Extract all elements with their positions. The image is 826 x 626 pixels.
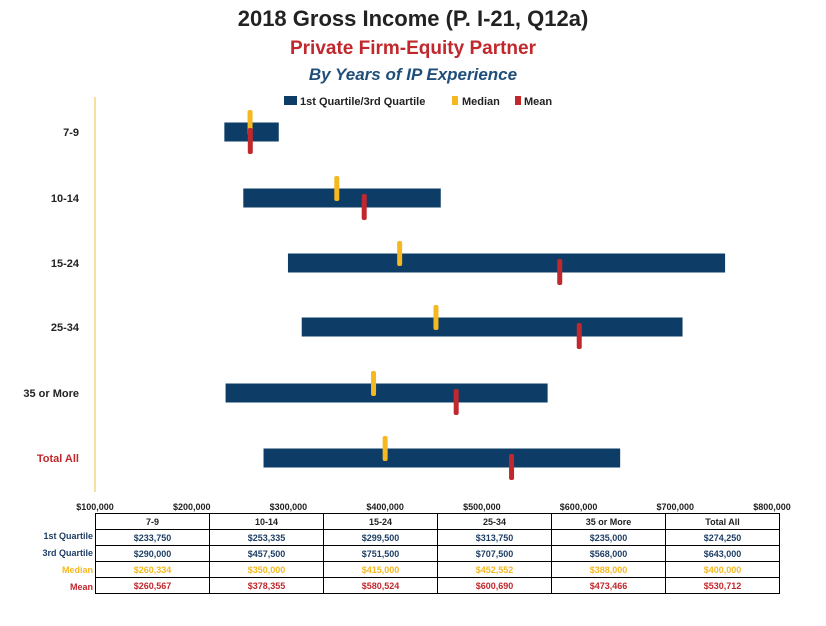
- table-cell: $299,500: [323, 529, 438, 546]
- mean-marker: [247, 128, 253, 154]
- table-row-label: 3rd Quartile: [42, 548, 93, 558]
- table-cell: $473,466: [551, 577, 666, 594]
- x-tick-label: $400,000: [366, 502, 404, 512]
- table-cell: $235,000: [551, 529, 666, 546]
- mean-marker: [557, 259, 563, 285]
- table-cell: $260,567: [95, 577, 210, 594]
- table-cell: $290,000: [95, 545, 210, 562]
- table-cell: $233,750: [95, 529, 210, 546]
- x-tick-label: $100,000: [76, 502, 114, 512]
- x-tick-label: $600,000: [560, 502, 598, 512]
- chart-subtitle-2: By Years of IP Experience: [308, 65, 518, 84]
- mean-marker: [453, 389, 459, 415]
- table-cell: $260,334: [95, 561, 210, 578]
- table-header-cell: 35 or More: [551, 513, 666, 530]
- table-row: $260,567 $378,355 $580,524 $600,690 $473,466…: [95, 577, 780, 594]
- median-marker: [433, 305, 439, 330]
- data-table: 7-9 10-14 15-24 25-34 35 or More Total All $23…: [95, 513, 780, 594]
- x-tick-label: $800,000: [753, 502, 791, 512]
- x-tick-label: $200,000: [173, 502, 211, 512]
- table-cell: $580,524: [323, 577, 438, 594]
- legend-swatch-2: [515, 96, 521, 105]
- table-header-cell: 25-34: [437, 513, 552, 530]
- category-label: 25-34: [51, 322, 80, 334]
- category-label: 35 or More: [23, 388, 79, 400]
- table-header-row: 7-9 10-14 15-24 25-34 35 or More Total All: [95, 513, 780, 530]
- median-marker: [371, 371, 377, 396]
- table-header-cell: 10-14: [209, 513, 324, 530]
- table-row-label: 1st Quartile: [43, 531, 93, 541]
- table-row-label: Median: [61, 565, 93, 575]
- legend-label-1: Median: [462, 96, 500, 108]
- table-header-cell: Total All: [665, 513, 780, 530]
- table-cell: $707,500: [437, 545, 552, 562]
- chart-title: 2018 Gross Income (P. I-21, Q12a): [237, 6, 589, 31]
- table-cell: $313,750: [437, 529, 552, 546]
- mean-marker: [509, 454, 515, 480]
- table-header-cell: 15-24: [323, 513, 438, 530]
- table-row: $260,334 $350,000 $415,000 $452,552 $388,000…: [95, 561, 780, 578]
- legend-swatch-0: [284, 96, 297, 105]
- median-marker: [334, 176, 340, 201]
- legend-label-2: Mean: [524, 96, 552, 108]
- table-cell: $388,000: [551, 561, 666, 578]
- table-cell: $530,712: [665, 577, 780, 594]
- x-tick-label: $700,000: [657, 502, 695, 512]
- table-header-cell: 7-9: [95, 513, 210, 530]
- table-row-label: Mean: [69, 582, 93, 592]
- median-marker: [397, 241, 403, 266]
- x-tick-label: $500,000: [463, 502, 501, 512]
- median-marker: [382, 436, 388, 461]
- quartile-bar: [225, 383, 548, 403]
- table-cell: $600,690: [437, 577, 552, 594]
- quartile-bar: [243, 188, 441, 208]
- table-row: $233,750 $253,335 $299,500 $313,750 $235,000…: [95, 529, 780, 546]
- quartile-bar: [287, 253, 726, 273]
- table-cell: $350,000: [209, 561, 324, 578]
- mean-marker: [361, 194, 367, 220]
- table-cell: $643,000: [665, 545, 780, 562]
- table-cell: $378,355: [209, 577, 324, 594]
- legend-label-0: 1st Quartile/3rd Quartile: [300, 96, 425, 108]
- table-cell: $253,335: [209, 529, 324, 546]
- category-label: 7-9: [63, 127, 79, 139]
- chart-subtitle: Private Firm-Equity Partner: [289, 38, 537, 59]
- x-tick-label: $300,000: [270, 502, 308, 512]
- table-cell: $415,000: [323, 561, 438, 578]
- table-cell: $457,500: [209, 545, 324, 562]
- category-label: Total All: [37, 453, 79, 465]
- category-label: 10-14: [51, 193, 80, 205]
- legend-swatch-1: [452, 96, 458, 105]
- quartile-bar: [263, 448, 621, 468]
- mean-marker: [576, 323, 582, 349]
- table-cell: $274,250: [665, 529, 780, 546]
- table-cell: $751,500: [323, 545, 438, 562]
- quartile-bar: [301, 317, 683, 337]
- table-cell: $400,000: [665, 561, 780, 578]
- table-row: $290,000 $457,500 $751,500 $707,500 $568,000…: [95, 545, 780, 562]
- category-label: 15-24: [51, 258, 80, 270]
- table-cell: $452,552: [437, 561, 552, 578]
- table-cell: $568,000: [551, 545, 666, 562]
